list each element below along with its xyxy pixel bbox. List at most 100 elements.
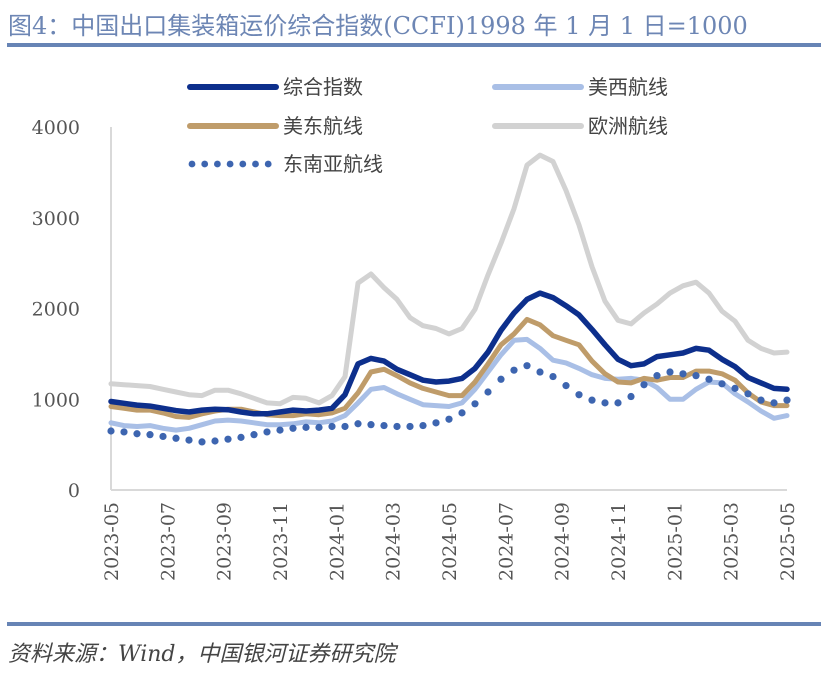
data-point-southeast_asia [614,399,622,407]
legend-item-composite: 综合指数 [187,75,363,99]
y-tick-label: 3000 [32,208,80,230]
data-point-southeast_asia [705,375,713,383]
legend-swatch-dot [188,160,196,168]
line-us_west [108,336,790,433]
x-tick-label: 2023-09 [214,502,236,581]
data-point-southeast_asia [770,399,778,407]
data-point-southeast_asia [419,421,427,430]
y-tick-label: 1000 [32,389,80,411]
data-point-southeast_asia [289,424,297,432]
x-tick-label: 2024-11 [608,502,630,581]
data-point-southeast_asia [458,409,466,417]
data-point-southeast_asia [692,372,700,380]
data-point-southeast_asia [731,384,739,392]
x-tick-label: 2024-01 [326,502,348,581]
line-composite [108,290,790,417]
data-point-southeast_asia [588,396,596,404]
x-tick-label: 2025-01 [664,502,686,581]
x-tick-label: 2023-05 [101,502,123,581]
data-point-southeast_asia [718,380,726,388]
data-point-southeast_asia [185,436,193,444]
data-point-southeast_asia [198,438,206,446]
x-tick-label: 2025-03 [721,502,743,581]
axes [110,127,787,491]
data-point-southeast_asia [276,426,284,434]
data-point-southeast_asia [367,421,375,429]
data-point-southeast_asia [445,415,453,423]
data-point-southeast_asia [744,390,752,398]
data-point-southeast_asia [653,372,661,380]
data-point-southeast_asia [172,434,180,442]
series-southeast_asia [107,362,791,446]
data-point-southeast_asia [484,388,492,396]
data-point-southeast_asia [211,437,219,445]
data-point-southeast_asia [250,431,258,439]
legend-item-us_east: 美东航线 [187,114,363,138]
legend-label: 美东航线 [283,114,363,138]
series-us_west [108,336,790,433]
series-composite [108,290,790,417]
data-point-southeast_asia [263,428,271,436]
data-point-southeast_asia [549,372,557,381]
legend-item-europe: 欧洲航线 [492,114,668,138]
title-divider [7,43,821,47]
legend-swatch-dot [214,160,221,168]
legend-label: 欧洲航线 [588,114,668,138]
data-point-southeast_asia [562,382,570,390]
data-point-southeast_asia [666,368,674,376]
series-group [107,152,791,446]
legend-label: 东南亚航线 [283,152,383,176]
data-point-southeast_asia [393,422,401,431]
source-note: 资料来源：Wind，中国银河证券研究院 [8,642,396,667]
data-point-southeast_asia [575,391,583,399]
x-tick-label: 2025-05 [777,502,799,581]
x-tick-label: 2023-11 [270,502,292,581]
data-point-southeast_asia [510,366,518,374]
y-axis-ticks: 0 1000 2000 3000 4000 [32,117,80,502]
series-europe [108,152,790,407]
data-point-southeast_asia [406,422,414,431]
data-point-southeast_asia [328,422,336,431]
data-point-southeast_asia [354,420,362,428]
data-point-southeast_asia [757,396,765,404]
legend-swatch-dot [226,160,234,168]
data-point-southeast_asia [237,433,245,441]
data-point-southeast_asia [783,396,791,404]
legend-label: 美西航线 [588,75,668,99]
data-point-southeast_asia [497,375,505,383]
data-point-southeast_asia [523,362,531,370]
y-tick-label: 2000 [32,299,80,321]
legend-swatch-dot [239,160,247,168]
data-point-southeast_asia [679,370,687,378]
data-point-southeast_asia [471,400,479,408]
data-point-southeast_asia [107,427,115,435]
legend-item-southeast_asia: 东南亚航线 [188,152,383,176]
data-point-southeast_asia [315,423,323,431]
legend-swatch-dot [252,160,259,168]
data-point-southeast_asia [380,421,388,430]
data-point-southeast_asia [341,422,349,431]
line-europe [108,152,790,407]
data-point-southeast_asia [120,428,128,436]
x-tick-label: 2024-05 [439,502,461,581]
data-point-southeast_asia [146,431,154,439]
x-axis-ticks: 2023-05 2023-07 2023-09 2023-11 2024-01 2024-… [101,502,799,581]
data-point-southeast_asia [133,430,141,438]
data-point-southeast_asia [536,368,544,376]
legend-swatch-dot [201,160,209,168]
data-point-southeast_asia [627,392,635,401]
x-tick-label: 2024-03 [383,502,405,581]
legend-label: 综合指数 [283,75,363,99]
data-point-southeast_asia [640,381,648,389]
source-divider [7,622,821,626]
data-point-southeast_asia [224,435,232,443]
x-tick-label: 2024-09 [552,502,574,581]
data-point-southeast_asia [302,423,310,431]
data-point-southeast_asia [159,432,167,441]
legend-swatch-dot [264,160,272,168]
legend-item-us_west: 美西航线 [492,75,668,99]
y-tick-label: 4000 [32,117,80,139]
chart-title: 图4：中国出口集装箱运价综合指数(CCFI)1998 年 1 月 1 日=100… [8,12,748,40]
